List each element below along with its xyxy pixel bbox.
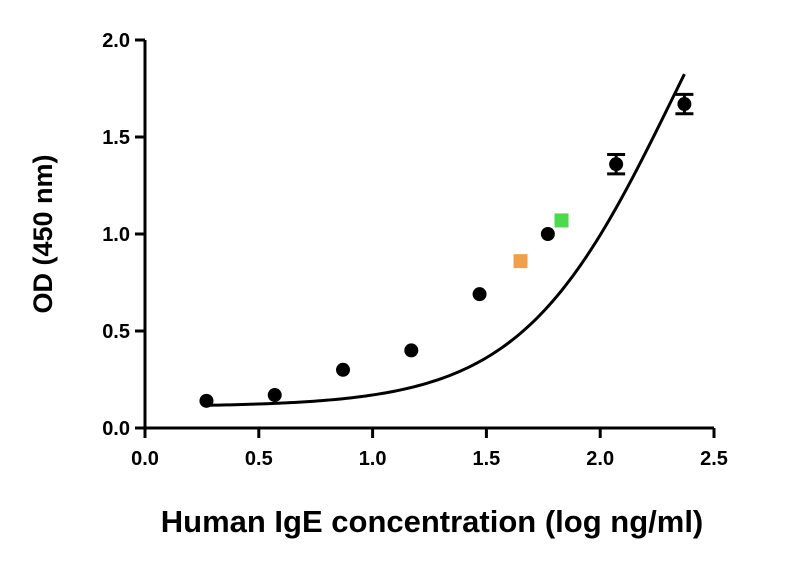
x-tick-label: 0.0 (131, 448, 159, 470)
data-point (677, 97, 692, 112)
data-point (336, 362, 351, 377)
fit-curve (206, 73, 686, 407)
x-axis-title: Human IgE concentration (log ng/ml) (161, 504, 704, 539)
y-tick-label: 2.0 (102, 30, 130, 52)
y-tick-label: 1.0 (102, 224, 130, 246)
x-tick-label: 2.5 (700, 448, 728, 470)
y-axis-title: OD (450 nm) (28, 154, 58, 313)
fit-curve-layer (206, 73, 686, 407)
x-tick-label: 0.5 (245, 448, 273, 470)
x-tick-label: 2.0 (586, 448, 614, 470)
data-points (199, 92, 694, 408)
data-point (267, 388, 282, 403)
y-tick-label: 0.0 (102, 418, 130, 440)
y-tick-label: 1.5 (102, 127, 130, 149)
data-point (540, 227, 555, 241)
axes (143, 40, 714, 430)
data-point (609, 157, 624, 172)
ticks: 0.0 0.5 1.0 1.5 2.0 2.5 0.0 0.5 1.0 1.5 2.0 (102, 30, 728, 470)
x-tick-label: 1.0 (359, 448, 387, 470)
y-tick-label: 0.5 (102, 321, 130, 343)
data-point (472, 287, 487, 302)
x-tick-label: 1.5 (472, 448, 500, 470)
data-point (404, 343, 419, 358)
data-point-square (554, 213, 569, 228)
data-point (199, 393, 214, 408)
data-point-square (513, 254, 528, 269)
